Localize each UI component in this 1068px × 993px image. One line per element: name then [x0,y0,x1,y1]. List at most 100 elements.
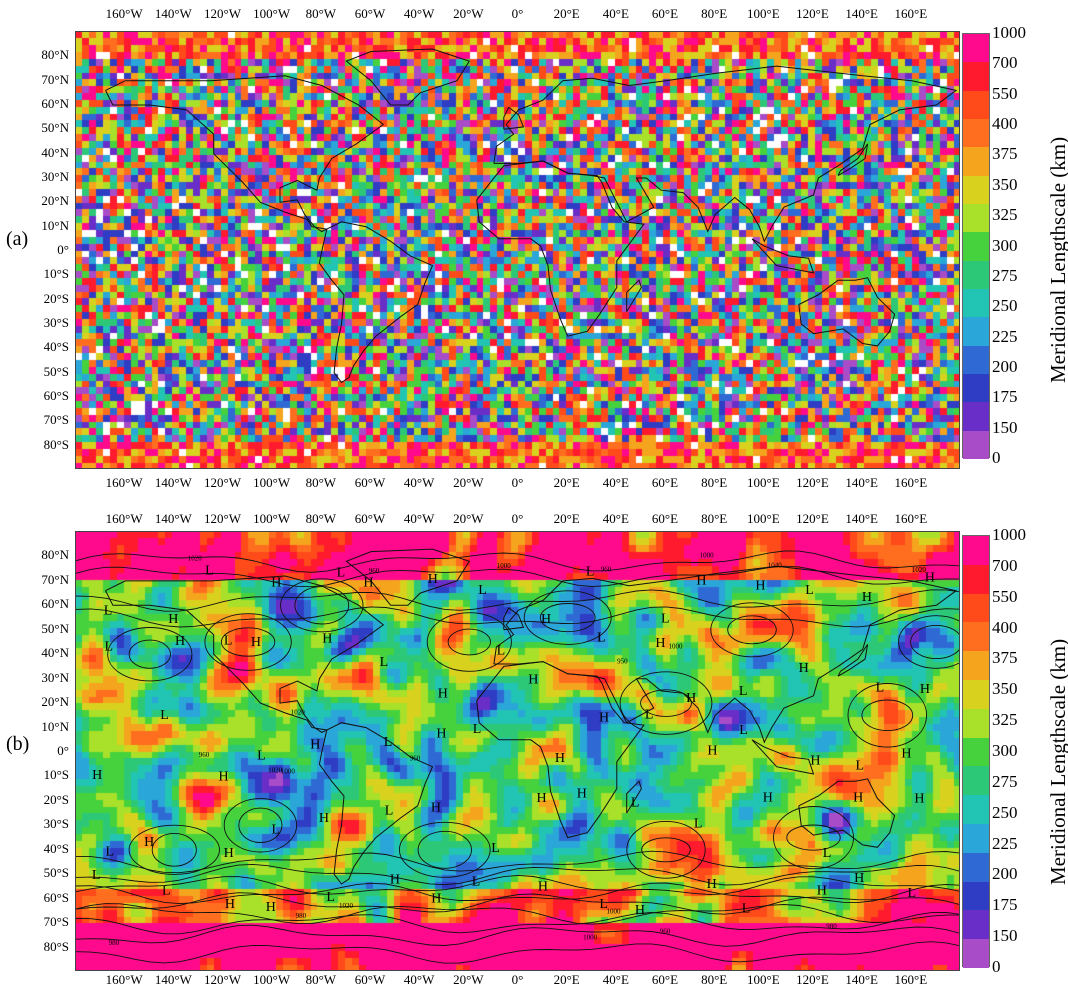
colorbar-tick-label: 325 [992,710,1018,730]
high-pressure-marker: H [168,612,178,627]
coastline [476,661,645,839]
longitude-label: 20°E [553,6,580,21]
contour-label: 960 [199,751,210,759]
longitude-label: 120°W [204,6,241,21]
latitude-label: 70°S [43,914,69,930]
longitude-label: 60°E [651,475,679,490]
longitude-label: 160°E [894,475,928,490]
low-pressure-marker: L [739,723,748,738]
longitude-label: 140°W [154,511,192,526]
pressure-contour [76,912,959,935]
colorbar-swatch [963,708,989,739]
longitude-label: 160°W [105,475,143,490]
pressure-contour [280,578,364,633]
latitude-label: 20°S [43,290,69,306]
pressure-overlay: 1020102010001020100010201040100010201000… [76,548,959,964]
longitude-label: 160°W [105,6,143,21]
pressure-contour [76,874,959,895]
contour-label: 960 [601,565,612,573]
latitude-label: 50°N [41,120,69,136]
colorbar-swatch [963,402,989,432]
high-pressure-marker: H [266,900,276,915]
longitude-label: 100°W [253,475,291,490]
pressure-contour [76,589,959,612]
longitude-label: 80°E [701,475,728,490]
longitude-label: 140°E [845,6,878,21]
colorbar-tick-label: 700 [992,53,1018,73]
longitude-label: 0° [511,6,524,21]
colorbar-swatch [963,430,989,460]
high-pressure-marker: H [541,612,551,627]
colorbar-tick-label: 275 [992,265,1018,285]
latitude-label: 30°N [41,669,69,685]
colorbar-tick-label: 350 [992,174,1018,194]
high-pressure-marker: H [696,574,706,589]
low-pressure-marker: L [661,612,670,627]
latitude-label: 80°S [43,938,69,954]
longitude-label: 160°E [894,6,928,21]
longitude-label: 140°E [845,475,878,490]
contour-label: 1040 [768,562,783,570]
high-pressure-marker: H [225,897,235,912]
longitude-label: 100°E [747,511,780,526]
lengthscale-map-a [75,31,960,469]
longitude-label: 120°W [204,972,241,987]
colorbar-swatch [963,622,989,652]
latitude-label: 60°S [43,889,69,905]
colorbar-tick-label: 400 [992,617,1018,637]
colorbar-swatch [963,852,989,883]
high-pressure-marker: H [755,579,765,594]
contour-label: 960 [369,567,380,575]
coastline [626,780,642,814]
longitude-label: 20°E [553,511,580,526]
pressure-contour [640,689,692,717]
pressure-contour [447,628,491,656]
coastline [345,48,471,106]
colorbar-tick-label: 0 [992,957,1001,976]
high-pressure-marker: H [144,835,154,850]
longitude-label: 0° [511,972,524,987]
pressure-contour [523,590,612,645]
high-pressure-marker: H [817,884,827,899]
colorbar-tick-label: 275 [992,771,1018,791]
longitude-labels-bottom-b: 160°W 140°W 120°W 100°W 80°W 60°W 40°W 20°W 0° 20… [75,972,960,992]
high-pressure-marker: H [635,903,645,918]
high-pressure-marker: H [92,768,102,783]
pressure-contour [426,612,512,672]
pressure-contour [619,671,713,735]
low-pressure-marker: L [380,655,389,670]
colorbar-tick-label: 550 [992,586,1018,606]
pressure-contour [220,627,276,657]
latitude-label: 10°N [41,217,69,233]
latitude-label: 20°N [41,694,69,710]
longitude-label: 60°E [651,972,679,987]
coastline [105,575,385,733]
longitude-label: 40°E [602,6,629,21]
longitude-label: 80°W [305,972,337,987]
high-pressure-marker: H [363,575,373,590]
longitude-label: 80°W [305,475,337,490]
latitude-labels: 80°N 70°N 60°N 50°N 40°N 30°N 20°N 10°N 0° 10°S 20… [0,531,72,971]
high-pressure-marker: H [219,770,229,785]
contour-label: 1000 [700,551,715,559]
colorbar-swatch [963,910,989,940]
pressure-contour [76,550,959,573]
colorbar-tick-label: 175 [992,895,1018,915]
pressure-contour [641,837,691,863]
colorbar-tick-label: 300 [992,741,1018,760]
high-pressure-marker: H [799,661,809,676]
colorbar-swatch [963,939,989,969]
low-pressure-marker: L [105,640,114,655]
longitude-label: 120°W [204,511,241,526]
colorbar-b [962,535,990,969]
longitude-label: 120°E [796,6,829,21]
latitude-label: 70°N [41,571,69,587]
colorbar-swatch [963,175,989,205]
longitude-label: 140°W [154,6,192,21]
low-pressure-marker: L [473,722,482,737]
longitude-label: 140°E [845,511,878,526]
high-pressure-marker: H [599,711,609,726]
colorbar-swatch [963,824,989,854]
latitude-label: 20°S [43,791,69,807]
latitude-label: 70°N [41,71,69,87]
